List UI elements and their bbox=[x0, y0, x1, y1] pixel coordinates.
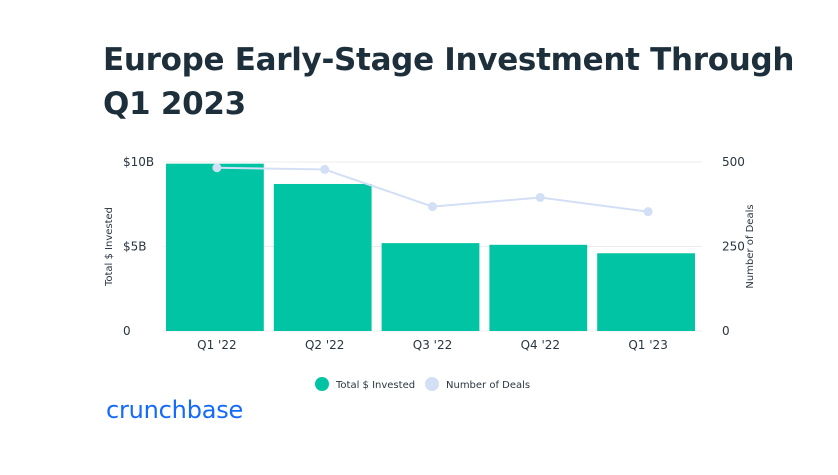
x-tick-label: Q1 '22 bbox=[197, 338, 236, 352]
x-tick-label: Q4 '22 bbox=[521, 338, 560, 352]
bar bbox=[489, 244, 588, 331]
deals-point bbox=[320, 164, 330, 174]
y-left-tick-label: $5B bbox=[123, 240, 147, 254]
bar bbox=[273, 183, 372, 331]
legend-label: Total $ Invested bbox=[335, 380, 415, 391]
bar bbox=[166, 163, 264, 331]
legend: Total $ Invested Number of Deals bbox=[315, 377, 530, 391]
y-right-axis-title: Number of Deals bbox=[745, 204, 756, 288]
x-tick-label: Q3 '22 bbox=[413, 338, 452, 352]
y-right-tick-label: 250 bbox=[722, 240, 745, 254]
y-right-tick-label: 500 bbox=[722, 155, 745, 169]
y-right-tick-label: 0 bbox=[722, 324, 730, 338]
x-axis-ticks: Q1 '22 Q2 '22 Q3 '22 Q4 '22 Q1 '23 bbox=[197, 338, 668, 352]
y-left-tick-label: 0 bbox=[123, 324, 131, 338]
legend-label: Number of Deals bbox=[446, 380, 530, 391]
y-left-tick-label: $10B bbox=[123, 155, 154, 169]
bar-series bbox=[166, 163, 695, 331]
line-series bbox=[212, 163, 653, 217]
x-tick-label: Q1 '23 bbox=[628, 338, 667, 352]
axes: 0 $5B $10B 0 250 500 Total $ Invested Number of… bbox=[104, 155, 756, 338]
x-tick-label: Q2 '22 bbox=[305, 338, 344, 352]
legend-swatch bbox=[425, 377, 439, 391]
y-left-axis-title: Total $ Invested bbox=[104, 207, 115, 287]
deals-point bbox=[212, 163, 222, 173]
legend-swatch bbox=[315, 377, 329, 391]
crunchbase-logo: crunchbase bbox=[106, 396, 244, 424]
chart-title: Europe Early-Stage Investment Through Q1… bbox=[103, 42, 795, 122]
bar bbox=[597, 253, 695, 331]
deals-point bbox=[535, 192, 545, 202]
deals-point bbox=[643, 207, 653, 217]
bar bbox=[381, 243, 480, 331]
deals-point bbox=[428, 202, 437, 212]
